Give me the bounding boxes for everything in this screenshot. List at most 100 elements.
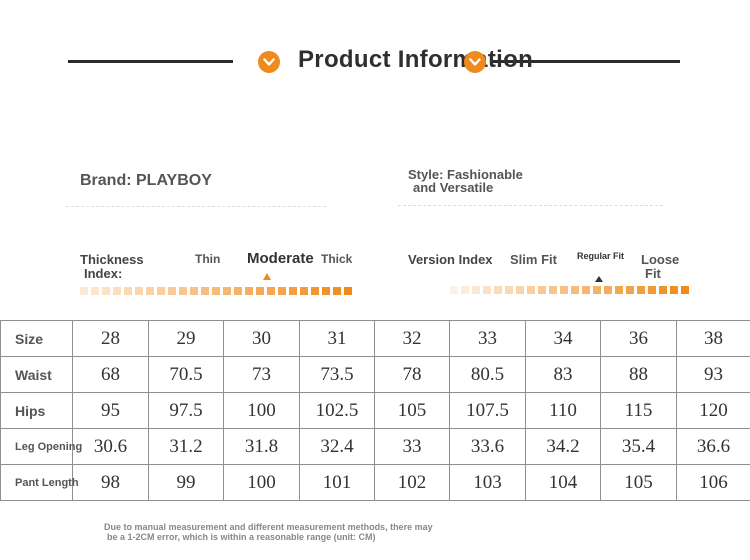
- scale-square: [267, 287, 275, 295]
- thickness-option-thin: Thin: [195, 252, 221, 266]
- table-cell: 105: [600, 464, 677, 501]
- brand-divider: [66, 206, 326, 207]
- table-cell: 70.5: [148, 356, 224, 393]
- scale-square: [212, 287, 220, 295]
- version-option-loose-line1: Loose: [641, 252, 680, 267]
- scale-square: [113, 287, 121, 295]
- scale-square: [615, 286, 623, 294]
- scale-square: [483, 286, 491, 294]
- chevron-down-icon: [258, 51, 280, 73]
- version-option-slim: Slim Fit: [510, 252, 557, 267]
- scale-square: [124, 287, 132, 295]
- scale-square: [626, 286, 634, 294]
- table-cell: 33: [374, 428, 450, 465]
- scale-square: [245, 287, 253, 295]
- scale-square: [234, 287, 242, 295]
- table-cell: 106: [676, 464, 750, 501]
- table-cell: 68: [72, 356, 149, 393]
- table-row: Size 28 29 30 31 32 33 34 36 38: [0, 320, 750, 357]
- table-cell: 93: [676, 356, 750, 393]
- table-cell: 33: [449, 320, 526, 357]
- brand-text: Brand: PLAYBOY: [80, 172, 212, 189]
- table-cell: 34.2: [525, 428, 601, 465]
- thickness-scale: [80, 287, 352, 295]
- scale-square: [322, 287, 330, 295]
- table-cell: 95: [72, 392, 149, 429]
- scale-square: [582, 286, 590, 294]
- table-cell: 34: [525, 320, 601, 357]
- scale-square: [179, 287, 187, 295]
- table-cell: 103: [449, 464, 526, 501]
- scale-square: [516, 286, 524, 294]
- style-text-line1: Style: Fashionable: [408, 167, 523, 182]
- table-cell: 35.4: [600, 428, 677, 465]
- version-scale: [450, 286, 690, 294]
- thickness-label-line1: Thickness: [80, 252, 144, 267]
- table-cell: 30: [223, 320, 300, 357]
- scale-square: [593, 286, 601, 294]
- table-cell: 101: [299, 464, 375, 501]
- scale-square: [681, 286, 689, 294]
- scale-square: [648, 286, 656, 294]
- scale-square: [278, 287, 286, 295]
- table-cell: 115: [600, 392, 677, 429]
- table-row: Leg Opening 30.6 31.2 31.8 32.4 33 33.6 34.2 35.…: [0, 428, 750, 465]
- scale-square: [527, 286, 535, 294]
- table-row: Waist 68 70.5 73 73.5 78 80.5 83 88 93: [0, 356, 750, 393]
- table-cell: 105: [374, 392, 450, 429]
- size-table: Size 28 29 30 31 32 33 34 36 38 Waist 68 70.5 73 73.5 7…: [0, 320, 750, 501]
- footnote-line1: Due to manual measurement and different …: [104, 522, 433, 532]
- table-cell: 100: [223, 464, 300, 501]
- table-cell: 31.8: [223, 428, 300, 465]
- table-cell: 88: [600, 356, 677, 393]
- scale-square: [450, 286, 458, 294]
- table-cell: 73.5: [299, 356, 375, 393]
- thickness-label-line2: Index:: [84, 266, 123, 281]
- scale-square: [300, 287, 308, 295]
- row-header: Size: [0, 320, 73, 357]
- table-cell: 31: [299, 320, 375, 357]
- thickness-option-moderate: Moderate: [247, 250, 314, 267]
- row-header: Pant Length: [0, 464, 79, 501]
- scale-square: [549, 286, 557, 294]
- table-row: Pant Length 98 99 100 101 102 103 104 105 106: [0, 464, 750, 501]
- scale-square: [670, 286, 678, 294]
- title-line-left: [68, 60, 233, 63]
- scale-square: [190, 287, 198, 295]
- table-cell: 80.5: [449, 356, 526, 393]
- scale-square: [659, 286, 667, 294]
- scale-square: [146, 287, 154, 295]
- version-label: Version Index: [408, 252, 493, 267]
- table-cell: 32.4: [299, 428, 375, 465]
- scale-square: [289, 287, 297, 295]
- table-cell: 83: [525, 356, 601, 393]
- table-cell: 102: [374, 464, 450, 501]
- scale-square: [80, 287, 88, 295]
- version-option-regular: Regular Fit: [577, 251, 625, 261]
- table-cell: 31.2: [148, 428, 224, 465]
- page-title: Product Information: [298, 46, 534, 73]
- scale-square: [201, 287, 209, 295]
- table-cell: 29: [148, 320, 224, 357]
- scale-square: [560, 286, 568, 294]
- table-cell: 110: [525, 392, 601, 429]
- scale-square: [333, 287, 341, 295]
- scale-square: [571, 286, 579, 294]
- scale-square: [637, 286, 645, 294]
- footnote-line2: be a 1-2CM error, which is within a reas…: [107, 532, 376, 542]
- scale-square: [102, 287, 110, 295]
- scale-square: [135, 287, 143, 295]
- table-cell: 107.5: [449, 392, 526, 429]
- row-header: Hips: [0, 392, 73, 429]
- scale-square: [494, 286, 502, 294]
- scale-square: [344, 287, 352, 295]
- thickness-option-thick: Thick: [321, 252, 353, 266]
- table-cell: 33.6: [449, 428, 526, 465]
- thickness-marker-icon: [263, 273, 271, 280]
- style-divider: [398, 205, 663, 206]
- scale-square: [472, 286, 480, 294]
- table-cell: 38: [676, 320, 750, 357]
- scale-square: [168, 287, 176, 295]
- table-cell: 28: [72, 320, 149, 357]
- table-cell: 104: [525, 464, 601, 501]
